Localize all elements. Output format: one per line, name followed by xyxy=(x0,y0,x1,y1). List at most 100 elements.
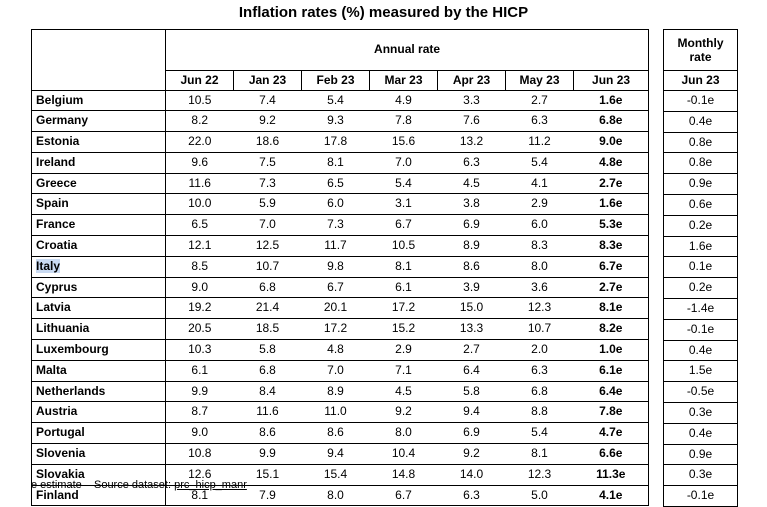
table-row: Portugal 9.0 8.6 8.6 8.0 6.9 5.4 4.7e xyxy=(31,422,650,445)
monthly-rate-cell: 0.4e xyxy=(663,422,738,445)
monthly-rate-cell: -0.1e xyxy=(663,485,738,507)
table-row: 0.9e xyxy=(663,443,738,466)
table-row: 0.9e xyxy=(663,173,738,195)
rate-cell: 4.5 xyxy=(437,172,506,195)
monthly-header-line2: rate xyxy=(689,50,712,64)
table-row: 1.6e xyxy=(663,235,738,258)
rate-cell: 9.3 xyxy=(301,110,370,133)
rate-cell: 10.5 xyxy=(165,89,234,112)
country-label: Croatia xyxy=(36,238,78,253)
country-name: Spain xyxy=(31,193,166,216)
country-label: Italy xyxy=(36,258,61,273)
rate-cell: 7.4 xyxy=(233,89,302,112)
rate-cell: 15.0 xyxy=(437,297,506,320)
country-label: Cyprus xyxy=(36,279,78,294)
country-name: Belgium xyxy=(31,89,166,112)
rate-cell: 10.8 xyxy=(165,443,234,465)
rate-cell: 1.6e xyxy=(573,193,650,216)
rate-cell: 11.3e xyxy=(573,463,650,486)
rate-cell: 11.6 xyxy=(165,172,234,195)
rate-cell: 18.6 xyxy=(233,131,302,153)
rate-cell: 9.0 xyxy=(165,276,234,299)
table-row: Greece 11.6 7.3 6.5 5.4 4.5 4.1 2.7e xyxy=(31,172,650,195)
table-row: -0.5e xyxy=(663,381,738,403)
rate-cell: 8.2 xyxy=(165,110,234,133)
table-row: 0.8e xyxy=(663,152,738,175)
annual-rate-table: Annual rate Jun 22 Jan 23 Feb 23 Mar 23 Apr … xyxy=(31,28,650,507)
rate-cell: 7.0 xyxy=(369,151,438,174)
rate-cell: 2.0 xyxy=(505,339,574,361)
country-name: Germany xyxy=(31,110,166,133)
table-row: -0.1e xyxy=(663,485,738,507)
monthly-rate-cell: 0.6e xyxy=(663,193,738,216)
monthly-rate-cell: -1.4e xyxy=(663,297,738,320)
rate-cell: 13.3 xyxy=(437,318,506,341)
rate-cell: 20.1 xyxy=(301,297,370,320)
rate-cell: 8.6 xyxy=(233,422,302,445)
rate-cell: 6.7 xyxy=(301,276,370,299)
rate-cell: 4.7e xyxy=(573,422,650,445)
table-row: 0.2e xyxy=(663,277,738,299)
rate-cell: 6.8 xyxy=(233,276,302,299)
table-row: -1.4e xyxy=(663,297,738,320)
country-name: Latvia xyxy=(31,297,166,320)
rate-cell: 9.2 xyxy=(437,443,506,465)
rate-cell: 3.6 xyxy=(505,276,574,299)
rate-cell: 9.8 xyxy=(301,255,370,278)
rate-cell: 3.1 xyxy=(369,193,438,216)
rate-cell: 13.2 xyxy=(437,131,506,153)
table-row: Croatia 12.1 12.5 11.7 10.5 8.9 8.3 8.3e xyxy=(31,235,650,257)
table-row: 0.6e xyxy=(663,193,738,216)
monthly-rate-cell: 0.1e xyxy=(663,256,738,279)
rate-cell: 6.1 xyxy=(165,359,234,382)
table-row: Austria 8.7 11.6 11.0 9.2 9.4 8.8 7.8e xyxy=(31,401,650,424)
country-label: Luxembourg xyxy=(36,342,109,357)
rate-cell: 5.4 xyxy=(369,172,438,195)
table-row: 0.1e xyxy=(663,256,738,279)
rate-cell: 2.7e xyxy=(573,172,650,195)
rate-cell: 3.9 xyxy=(437,276,506,299)
country-name: Cyprus xyxy=(31,276,166,299)
rate-cell: 17.2 xyxy=(301,318,370,341)
rate-cell: 4.8e xyxy=(573,151,650,174)
annual-rate-header: Annual rate xyxy=(164,28,650,68)
rate-cell: 4.1e xyxy=(573,484,650,507)
table-row: 0.4e xyxy=(663,339,738,362)
rate-cell: 6.3 xyxy=(437,151,506,174)
rate-cell: 6.3 xyxy=(505,359,574,382)
monthly-rate-cell: 0.4e xyxy=(663,339,738,362)
rate-cell: 9.9 xyxy=(233,443,302,465)
rate-cell: 2.7 xyxy=(437,339,506,361)
rate-cell: 8.1 xyxy=(505,443,574,465)
rate-cell: 2.7e xyxy=(573,276,650,299)
country-label: Greece xyxy=(36,175,77,190)
country-label: Spain xyxy=(36,196,69,211)
table-row: -0.1e xyxy=(663,318,738,341)
rate-cell: 3.8 xyxy=(437,193,506,216)
rate-cell: 14.0 xyxy=(437,463,506,486)
monthly-rate-cell: -0.1e xyxy=(663,90,738,112)
rate-cell: 12.5 xyxy=(233,235,302,257)
rate-cell: 8.1 xyxy=(369,255,438,278)
country-name: France xyxy=(31,214,166,237)
country-label: Austria xyxy=(36,404,78,419)
rate-cell: 11.6 xyxy=(233,401,302,424)
rate-cell: 6.0 xyxy=(505,214,574,237)
table-row: 0.3e xyxy=(663,464,738,487)
rate-cell: 6.3 xyxy=(505,110,574,133)
table-row: Lithuania 20.5 18.5 17.2 15.2 13.3 10.7 8.2e xyxy=(31,318,650,341)
rate-cell: 22.0 xyxy=(165,131,234,153)
rate-cell: 7.8 xyxy=(369,110,438,133)
rate-cell: 8.0 xyxy=(301,484,370,507)
table-row: France 6.5 7.0 7.3 6.7 6.9 6.0 5.3e xyxy=(31,214,650,237)
rate-cell: 4.8 xyxy=(301,339,370,361)
country-label: Estonia xyxy=(36,134,80,149)
rate-cell: 12.1 xyxy=(165,235,234,257)
rate-cell: 7.0 xyxy=(233,214,302,237)
source-dataset-link[interactable]: prc_hicp_manr xyxy=(174,479,247,491)
country-label: Germany xyxy=(36,113,89,128)
column-header: May 23 xyxy=(505,69,574,91)
column-header: Jun 22 xyxy=(165,69,234,91)
country-name: Estonia xyxy=(31,131,166,153)
rate-cell: 8.4 xyxy=(233,380,302,403)
